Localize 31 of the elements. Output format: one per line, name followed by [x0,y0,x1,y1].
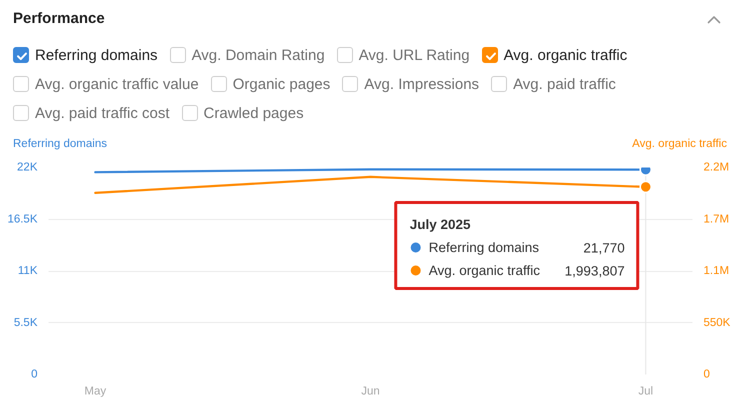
y-tick-label: 16.5K [7,213,38,226]
y-tick-label: 11K [18,265,38,277]
y2-tick-label: 2.2M [704,162,730,174]
chart-title: Performance [13,9,105,30]
y-tick-label: 0 [31,368,38,380]
annotation: 1,993,807 [564,264,625,278]
y2-tick-label: 0 [704,368,710,380]
y2-tick-label: 1.7M [704,213,730,226]
text: Avg. paid traffic [513,74,616,95]
text: Referring domains [35,46,158,64]
annotation: July 2025 [410,217,471,232]
y-tick-label: 5.5K [14,316,38,329]
x-tick-label: Jun [361,386,380,398]
legend-label: Avg. organic traffic [428,263,540,278]
text: Avg. organic traffic value [35,74,199,95]
text: Crawled pages [204,104,304,124]
text: Avg. paid traffic cost [35,104,170,124]
text: Avg. Domain Rating [192,46,325,66]
y-tick-label: 22K [17,162,38,174]
text: Avg. Impressions [364,74,480,95]
annotation: 21,770 [583,240,625,256]
y2-axis-title: Avg. organic traffic [632,136,727,152]
text: Avg. organic traffic [504,46,628,64]
y2-tick-label: 1.1M [704,265,730,277]
text: Avg. URL Rating [358,46,470,66]
x-tick-label: May [84,386,106,398]
x-tick-label: Jul [638,386,654,398]
text: Organic pages [232,74,330,95]
y2-tick-label: 550K [704,316,731,329]
y-axis-title: Referring domains [13,136,107,152]
legend-label: Referring domains [428,240,540,255]
